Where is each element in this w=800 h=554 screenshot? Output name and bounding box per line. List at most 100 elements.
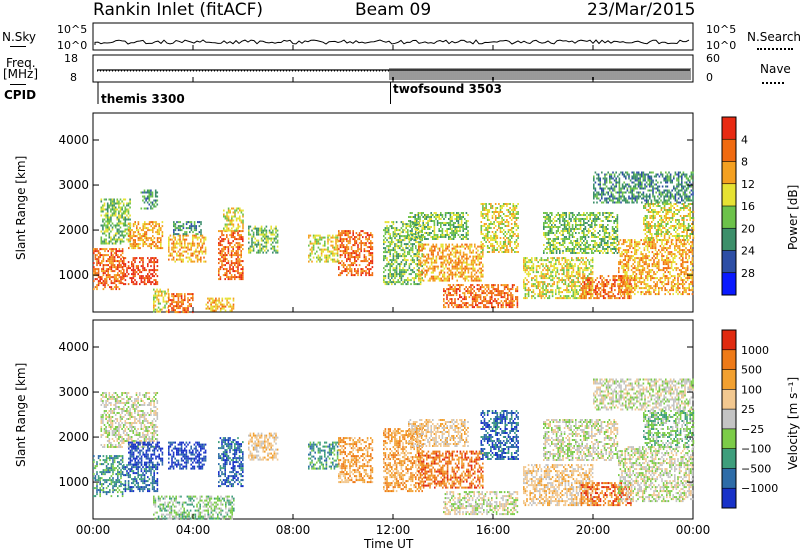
echo-cell [131, 263, 133, 266]
echo-cell [430, 216, 432, 218]
echo-cell [467, 230, 469, 232]
echo-cell [158, 225, 160, 228]
echo-cell [456, 279, 458, 282]
echo-cell [354, 262, 356, 265]
echo-cell [565, 236, 567, 238]
echo-cell [129, 200, 131, 203]
echo-cell [544, 216, 547, 218]
echo-cell [118, 218, 120, 221]
nsearch-tick-bottom: 10^0 [706, 39, 737, 52]
echo-cell [276, 235, 279, 238]
echo-cell [230, 274, 233, 277]
echo-cell [443, 261, 446, 264]
echo-cell [118, 200, 120, 203]
echo-cell [224, 297, 227, 300]
echo-cell [391, 277, 393, 280]
echo-cell [192, 231, 194, 234]
echo-cell [127, 204, 130, 207]
echo-cell [224, 309, 227, 312]
echo-cell [226, 213, 228, 216]
echo-cell [128, 223, 130, 226]
echo-cell [507, 292, 509, 295]
echo-cell [412, 216, 415, 218]
echo-cell [514, 209, 516, 211]
echo-cell [498, 225, 500, 227]
echo-cell [158, 241, 160, 244]
echo-cell [370, 260, 372, 263]
echo-cell [543, 297, 546, 300]
echo-cell [569, 277, 571, 280]
echo-cell [151, 275, 154, 278]
echo-cell [462, 306, 464, 309]
echo-cell [510, 288, 512, 291]
echo-cell [143, 191, 146, 194]
echo-cell [444, 236, 447, 238]
echo-cell [493, 249, 495, 251]
echo-cell [129, 239, 132, 242]
echo-cell [610, 283, 613, 286]
echo-cell [551, 271, 554, 274]
echo-cell [237, 264, 239, 267]
echo-cell [109, 248, 111, 251]
echo-cell [219, 301, 222, 304]
echo-cell [409, 216, 412, 218]
echo-cell [492, 288, 495, 291]
echo-cell [466, 263, 468, 266]
echo-cell [510, 241, 513, 243]
echo-cell [489, 300, 491, 303]
echo-cell [463, 292, 466, 295]
echo-cell [485, 207, 487, 209]
echo-cell [357, 272, 359, 275]
echo-cell [371, 234, 374, 237]
echo-cell [478, 296, 480, 299]
echo-cell [574, 275, 576, 278]
echo-cell [548, 261, 551, 264]
echo-cell [602, 285, 605, 288]
echo-cell [260, 237, 263, 240]
echo-cell [319, 258, 321, 261]
echo-cell [491, 286, 493, 289]
echo-cell [195, 233, 197, 236]
echo-cell [384, 247, 387, 250]
echo-cell [402, 229, 404, 232]
echo-cell [566, 273, 568, 276]
echo-cell [219, 309, 222, 312]
echo-cell [370, 268, 372, 271]
echo-cell [139, 247, 141, 250]
echo-cell [152, 239, 154, 242]
echo-cell [408, 238, 410, 240]
echo-cell [623, 279, 626, 282]
echo-cell [526, 257, 528, 260]
echo-cell [413, 267, 415, 270]
echo-cell [409, 226, 412, 228]
echo-cell [387, 275, 390, 278]
echo-cell [480, 247, 482, 250]
echo-cell [346, 240, 348, 243]
echo-cell [128, 247, 130, 250]
echo-cell [387, 273, 390, 276]
echo-cell [436, 236, 439, 238]
echo-cell [467, 257, 470, 260]
echo-cell [531, 291, 533, 294]
echo-cell [515, 223, 518, 225]
echo-cell [137, 221, 140, 224]
echo-cell [547, 244, 550, 246]
echo-cell [477, 259, 479, 262]
echo-cell [221, 299, 224, 302]
echo-cell [107, 258, 109, 261]
echo-cell [371, 258, 374, 261]
echo-cell [226, 262, 228, 265]
echo-cell [140, 229, 143, 232]
echo-cell [222, 260, 225, 263]
echo-cell [102, 206, 104, 209]
echo-cell [327, 258, 329, 261]
echo-cell [104, 264, 106, 267]
echo-cell [514, 247, 516, 249]
echo-cell [462, 298, 464, 301]
echo-cell [485, 203, 487, 205]
echo-cell [559, 252, 561, 254]
echo-cell [257, 241, 260, 244]
echo-cell [270, 237, 272, 240]
echo-cell [157, 306, 160, 309]
echo-cell [110, 198, 112, 201]
